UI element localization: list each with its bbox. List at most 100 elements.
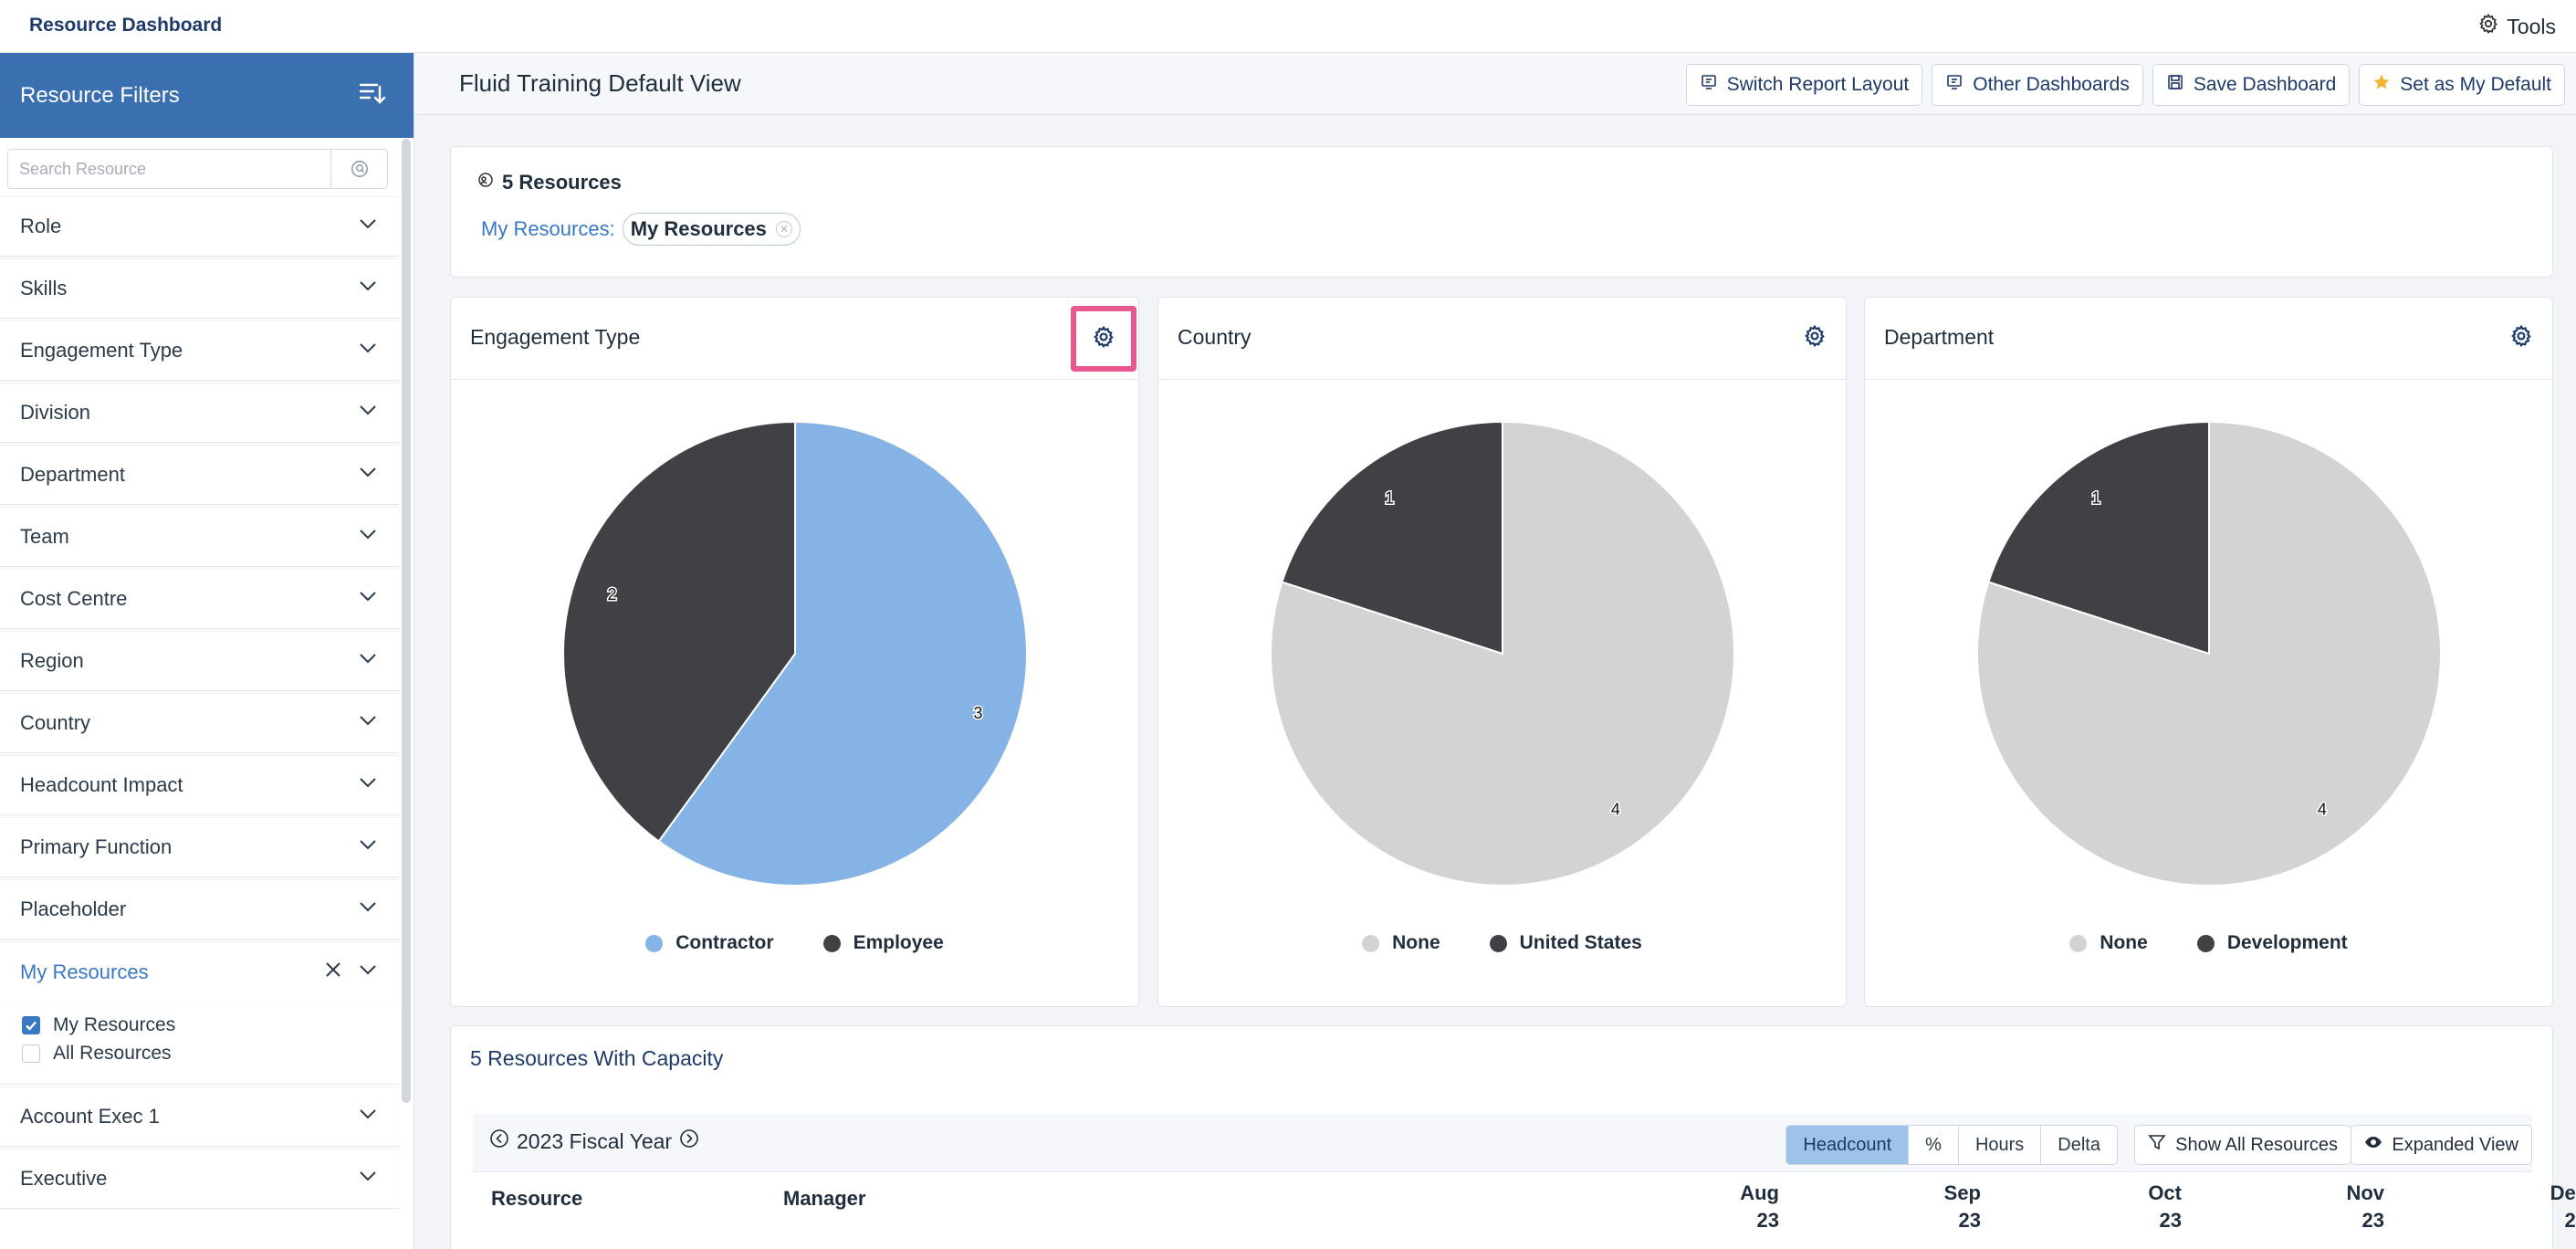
legend-label: None	[1392, 932, 1440, 953]
mode-delta[interactable]: Delta	[2040, 1126, 2117, 1164]
chevron-down-icon	[357, 399, 379, 426]
chart-title: Department	[1884, 325, 1995, 349]
filter-cost-centre[interactable]: Cost Centre	[0, 569, 399, 629]
remove-chip-icon[interactable]: ✕	[775, 221, 792, 237]
chevron-down-icon	[357, 771, 379, 799]
resources-summary-card: 5 Resources My Resources: My Resources ✕	[450, 146, 2553, 278]
resource-count: 5 Resources	[476, 171, 622, 194]
pie-slice-development[interactable]	[1987, 420, 2210, 656]
column-header-resource[interactable]: Resource	[491, 1187, 583, 1210]
pie-slice-united-states[interactable]	[1281, 420, 1503, 656]
show-all-resources-button[interactable]: Show All Resources	[2134, 1125, 2351, 1165]
filter-division[interactable]: Division	[0, 383, 399, 443]
pie-slice-contractor[interactable]	[657, 420, 1028, 887]
switch-report-layout-button[interactable]: Switch Report Layout	[1685, 64, 1923, 106]
active-filter: My Resources: My Resources ✕	[481, 213, 801, 246]
chart-settings-button[interactable]	[1071, 306, 1136, 372]
filter-my-resources[interactable]: My Resources	[0, 941, 399, 1002]
legend-item[interactable]: Contractor	[645, 932, 774, 954]
app-title: Resource Dashboard	[29, 15, 223, 36]
checkbox[interactable]	[22, 1044, 40, 1063]
chevron-down-icon	[357, 896, 379, 923]
chevron-down-icon	[357, 213, 379, 240]
mode-headcount[interactable]: Headcount	[1786, 1126, 1909, 1164]
filter-team[interactable]: Team	[0, 507, 399, 567]
year-label: 23	[1958, 1209, 1981, 1232]
legend-swatch	[2196, 934, 2215, 952]
chevron-down-icon	[357, 337, 379, 364]
filter-role[interactable]: Role	[0, 196, 399, 257]
legend-item[interactable]: None	[1362, 932, 1440, 954]
option-my-resources[interactable]: My Resources	[22, 1011, 377, 1039]
filter-chip[interactable]: My Resources ✕	[622, 213, 801, 246]
filter-account-exec-1[interactable]: Account Exec 1	[0, 1086, 399, 1147]
chart-settings-button[interactable]	[2508, 324, 2534, 351]
filter-label: Division	[20, 401, 91, 424]
checkbox-checked[interactable]	[22, 1015, 40, 1034]
set-as-my-default-button[interactable]: Set as My Default	[2359, 64, 2565, 106]
legend-swatch	[822, 934, 841, 952]
sidebar-header: Resource Filters	[0, 53, 414, 138]
other-dashboards-button[interactable]: Other Dashboards	[1932, 64, 2143, 106]
legend-item[interactable]: Employee	[822, 932, 944, 954]
filter-headcount-impact[interactable]: Headcount Impact	[0, 755, 399, 815]
month-label: Nov	[2346, 1181, 2384, 1204]
legend-label: United States	[1519, 932, 1642, 953]
column-header-month[interactable]: Sep 23	[1908, 1180, 1981, 1234]
legend-item[interactable]: United States	[1489, 932, 1642, 954]
search-button[interactable]	[330, 150, 387, 188]
legend-item[interactable]: Development	[2196, 932, 2348, 954]
column-header-month[interactable]: Aug 23	[1706, 1180, 1779, 1234]
filter-region[interactable]: Region	[0, 631, 399, 691]
gear-icon	[1092, 325, 1115, 353]
filter-engagement-type[interactable]: Engagement Type	[0, 320, 399, 381]
tools-menu[interactable]: Tools	[2477, 13, 2556, 40]
option-all-resources[interactable]: All Resources	[22, 1039, 377, 1067]
pie-slice-none[interactable]	[1976, 420, 2442, 887]
next-year-icon[interactable]	[679, 1128, 699, 1154]
clear-filter-icon[interactable]	[322, 959, 344, 986]
column-header-month[interactable]: Dec 23	[2514, 1180, 2576, 1234]
button-label: Set as My Default	[2400, 74, 2551, 95]
chevron-down-icon	[357, 834, 379, 861]
filter-executive[interactable]: Executive	[0, 1149, 399, 1209]
mode-hours[interactable]: Hours	[1957, 1126, 2040, 1164]
chart-settings-button[interactable]	[1802, 324, 1827, 351]
sort-filter-icon[interactable]	[357, 78, 386, 113]
chevron-down-icon	[357, 585, 379, 613]
save-dashboard-button[interactable]: Save Dashboard	[2152, 64, 2351, 106]
pie-slice-none[interactable]	[1270, 420, 1735, 887]
filter-department[interactable]: Department	[0, 445, 399, 505]
legend-item[interactable]: None	[2069, 932, 2148, 954]
top-bar: Resource Dashboard Tools	[0, 0, 2576, 53]
column-header-month[interactable]: Nov 23	[2311, 1180, 2384, 1234]
view-title: Fluid Training Default View	[459, 69, 741, 97]
year-label: 23	[2361, 1209, 2384, 1232]
filter-country[interactable]: Country	[0, 693, 399, 753]
legend-label: Development	[2226, 932, 2348, 953]
search-input[interactable]	[8, 150, 330, 188]
chevron-down-icon	[357, 1103, 379, 1130]
column-header-manager[interactable]: Manager	[783, 1187, 866, 1210]
resource-filters-sidebar: Resource Filters Role Skills Engagement …	[0, 53, 414, 1249]
filter-label: Role	[20, 215, 62, 237]
tools-label: Tools	[2507, 14, 2556, 38]
previous-year-icon[interactable]	[489, 1128, 509, 1154]
mode-percent[interactable]: %	[1908, 1126, 1958, 1164]
column-header-month[interactable]: Oct 23	[2109, 1180, 2182, 1234]
filter-label: My Resources	[20, 960, 149, 983]
chevron-down-icon	[357, 461, 379, 488]
chevron-down-icon	[357, 709, 379, 737]
sidebar-scrollbar[interactable]	[402, 139, 411, 1103]
legend-swatch	[645, 934, 664, 952]
pie-slice-employee[interactable]	[562, 420, 796, 843]
filter-placeholder[interactable]: Placeholder	[0, 879, 399, 939]
chart-legend: None Development	[1865, 932, 2552, 954]
search-box	[7, 149, 388, 189]
filter-label: Country	[20, 711, 91, 734]
expanded-view-button[interactable]: Expanded View	[2351, 1125, 2532, 1165]
year-label: 23	[1756, 1209, 1779, 1232]
filter-skills[interactable]: Skills	[0, 258, 399, 319]
filter-primary-function[interactable]: Primary Function	[0, 817, 399, 877]
